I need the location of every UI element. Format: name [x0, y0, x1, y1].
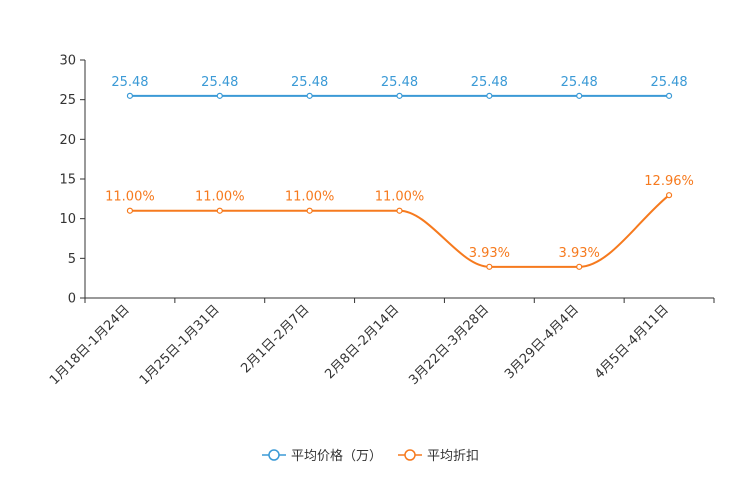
data-label: 11.00%: [105, 190, 155, 205]
legend[interactable]: 平均价格（万） 平均折扣: [262, 448, 479, 464]
series-0: 25.48 25.48 25.48 25.48 25.48 25.48 25.48: [111, 75, 688, 99]
y-tick-label: 5: [68, 252, 76, 267]
data-point[interactable]: [396, 92, 403, 99]
x-tick-label: 1月18日-1月24日: [47, 302, 133, 388]
legend-marker-icon: [404, 449, 416, 461]
y-tick-label: 25: [59, 93, 76, 108]
data-label: 25.48: [291, 75, 328, 90]
x-tick-label: 1月25日-1月31日: [137, 302, 223, 388]
data-label: 25.48: [561, 75, 598, 90]
data-label: 25.48: [650, 75, 687, 90]
data-point[interactable]: [665, 92, 673, 99]
data-point[interactable]: [306, 92, 313, 99]
data-label: 25.48: [111, 75, 148, 90]
data-point[interactable]: [396, 207, 403, 214]
y-tick-label: 0: [68, 292, 76, 307]
x-tick-label: 2月8日-2月14日: [322, 302, 402, 382]
data-label: 12.96%: [644, 174, 694, 189]
legend-label: 平均折扣: [427, 449, 479, 464]
data-label: 3.93%: [559, 246, 600, 261]
x-axis: 1月18日-1月24日 1月25日-1月31日 2月1日-2月7日 2月8日-2月14…: [47, 297, 715, 388]
x-tick-label: 3月22日-3月28日: [406, 302, 492, 388]
y-tick-label: 10: [59, 212, 76, 227]
data-point[interactable]: [665, 192, 673, 199]
data-label: 25.48: [381, 75, 418, 90]
data-point[interactable]: [486, 263, 493, 270]
data-point[interactable]: [216, 92, 223, 99]
data-point[interactable]: [306, 207, 313, 214]
data-label: 11.00%: [285, 190, 335, 205]
y-tick-label: 15: [59, 173, 76, 188]
data-label: 25.48: [471, 75, 508, 90]
series-layer: 25.48 25.48 25.48 25.48 25.48 25.48 25.48 11.00…: [105, 75, 694, 270]
data-label: 11.00%: [375, 190, 425, 205]
data-point[interactable]: [126, 207, 134, 214]
legend-label: 平均价格（万）: [291, 448, 382, 464]
data-label: 3.93%: [469, 246, 510, 261]
data-point[interactable]: [576, 92, 583, 99]
data-label: 11.00%: [195, 190, 245, 205]
y-tick-label: 30: [59, 54, 76, 69]
data-point[interactable]: [486, 92, 493, 99]
legend-marker-icon: [268, 449, 280, 461]
x-tick-label: 3月29日-4月4日: [502, 302, 582, 382]
data-label: 25.48: [201, 75, 238, 90]
y-tick-label: 20: [59, 133, 76, 148]
y-axis: 0 5 10 15 20 25 30: [59, 54, 86, 307]
legend-item-0[interactable]: 平均价格（万）: [262, 448, 382, 464]
x-tick-label: 4月5日-4月11日: [592, 302, 672, 382]
data-point[interactable]: [576, 263, 583, 270]
data-point[interactable]: [216, 207, 223, 214]
series-1: 11.00% 11.00% 11.00% 11.00% 3.93% 3.93% 12.96%: [105, 174, 694, 270]
data-point[interactable]: [126, 92, 134, 99]
legend-item-1[interactable]: 平均折扣: [398, 449, 479, 464]
x-tick-label: 2月1日-2月7日: [238, 302, 312, 376]
